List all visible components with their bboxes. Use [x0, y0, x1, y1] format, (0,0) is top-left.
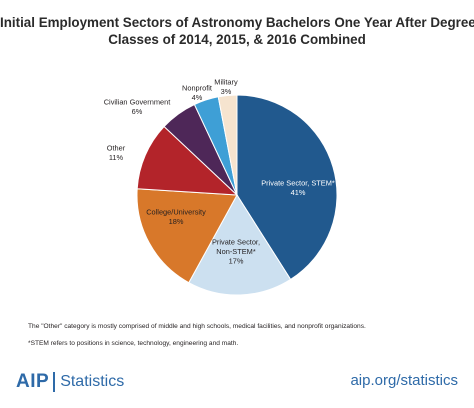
pie-slice-0	[236, 94, 338, 281]
slice-value-3: 11%	[109, 153, 124, 162]
slice-name-6-line-0: Military	[214, 77, 238, 86]
pie-slice-2	[136, 188, 238, 284]
logo-statistics-text: Statistics	[60, 373, 125, 390]
slice-name-1-line-1: Non-STEM*	[216, 247, 256, 256]
chart-title: Initial Employment Sectors of Astronomy …	[0, 14, 474, 48]
slice-label-2: College/University 18%	[146, 207, 206, 226]
slice-value-2: 18%	[169, 217, 184, 226]
slice-label-0: Private Sector, STEM* 41%	[261, 178, 335, 197]
pie-slice-1	[188, 194, 292, 296]
slice-label-4: Civilian Government 6%	[104, 97, 171, 116]
slice-name-2-line-0: College/University	[146, 207, 206, 216]
pie-chart: Private Sector, STEM* 41%Private Sector, N…	[104, 77, 338, 296]
note-stem-definition: *STEM refers to positions in science, te…	[28, 340, 239, 347]
slice-label-5: Nonprofit 4%	[182, 83, 212, 102]
chart-title-line-2: Classes of 2014, 2015, & 2016 Combined	[108, 32, 366, 47]
slice-label-1: Private Sector, Non-STEM* 17%	[212, 238, 260, 266]
slice-name-4-line-0: Civilian Government	[104, 97, 171, 106]
slice-value-4: 6%	[132, 107, 143, 116]
logo-aip-text: AIP	[16, 371, 50, 392]
slice-name-0-line-0: Private Sector, STEM*	[261, 178, 335, 187]
slice-name-1-line-0: Private Sector,	[212, 238, 260, 247]
chart-notes: The "Other" category is mostly comprised…	[28, 322, 468, 356]
note-other-category: The "Other" category is mostly comprised…	[28, 323, 366, 330]
slice-value-5: 4%	[192, 93, 203, 102]
slice-value-6: 3%	[221, 87, 232, 96]
pie-slice-3	[136, 125, 239, 196]
slice-value-1: 17%	[229, 257, 244, 266]
slice-name-5-line-0: Nonprofit	[182, 83, 212, 92]
slice-label-3: Other 11%	[107, 143, 126, 162]
slice-value-0: 41%	[291, 188, 306, 197]
aip-statistics-logo: AIP Statistics	[16, 370, 124, 394]
slice-label-6: Military 3%	[214, 77, 238, 96]
chart-title-line-1: Initial Employment Sectors of Astronomy …	[0, 15, 474, 30]
pie-slice-6	[217, 94, 238, 196]
logo-divider	[53, 372, 56, 392]
footer-url-link[interactable]: aip.org/statistics	[350, 372, 458, 389]
slice-name-3-line-0: Other	[107, 143, 126, 152]
